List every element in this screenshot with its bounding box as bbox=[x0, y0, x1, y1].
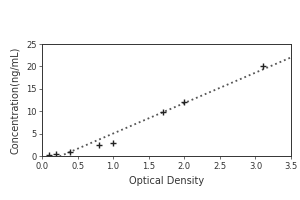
Y-axis label: Concentration(ng/mL): Concentration(ng/mL) bbox=[11, 46, 20, 154]
X-axis label: Optical Density: Optical Density bbox=[129, 176, 204, 186]
